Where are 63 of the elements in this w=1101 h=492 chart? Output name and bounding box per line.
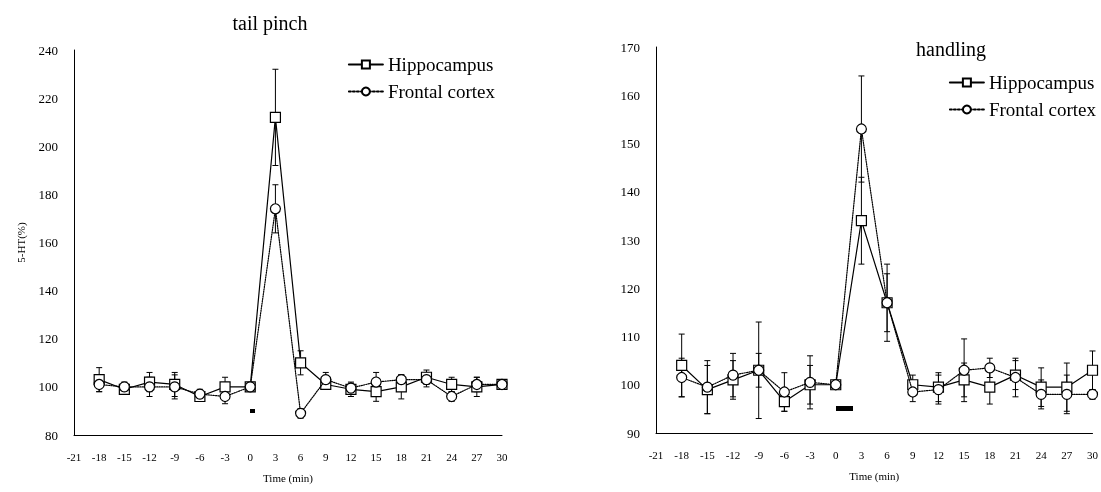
x-tick-label: -18 xyxy=(91,450,107,463)
legend-label: Frontal cortex xyxy=(988,99,1097,120)
y-tick-label: 160 xyxy=(620,87,640,103)
x-tick-label: -12 xyxy=(725,448,741,461)
x-tick-label: -18 xyxy=(674,448,690,461)
x-tick-label: 24 xyxy=(446,450,458,463)
x-tick-label: -6 xyxy=(195,450,205,463)
x-tick-label: 12 xyxy=(345,450,357,463)
y-tick-label: 240 xyxy=(38,42,58,58)
x-tick-label: -15 xyxy=(117,450,133,463)
y-tick-label: 120 xyxy=(38,331,58,347)
x-tick-label: -12 xyxy=(142,450,157,463)
x-tick-label: -15 xyxy=(700,448,716,461)
x-axis-title: Time (min) xyxy=(262,471,314,485)
x-tick-label: -9 xyxy=(754,448,764,461)
y-tick-label: 110 xyxy=(620,329,640,344)
legend-label: Hippocampus xyxy=(387,54,494,75)
x-tick-label: 0 xyxy=(832,448,839,461)
x-tick-label: 12 xyxy=(932,448,944,461)
chart-title: handling xyxy=(916,38,986,61)
y-tick-label: 140 xyxy=(620,184,640,200)
chart-title: tail pinch xyxy=(232,12,308,35)
x-tick-label: 6 xyxy=(297,450,304,463)
x-tick-label: 24 xyxy=(1035,448,1048,461)
y-tick-label: 180 xyxy=(38,186,58,202)
x-tick-label: 27 xyxy=(1061,448,1073,461)
y-axis-title: 5-HT(%) xyxy=(14,222,28,263)
x-tick-label: -21 xyxy=(66,450,82,463)
x-axis-title: Time (min) xyxy=(849,469,900,483)
x-tick-label: 18 xyxy=(984,448,996,461)
x-tick-label: 3 xyxy=(858,448,865,461)
y-tick-label: 100 xyxy=(620,377,640,393)
x-tick-label: 21 xyxy=(420,450,432,463)
y-tick-label: 200 xyxy=(38,138,58,154)
x-tick-label: -3 xyxy=(220,450,231,463)
x-tick-label: 21 xyxy=(1009,448,1021,461)
y-tick-label: 120 xyxy=(620,280,640,296)
x-tick-label: -6 xyxy=(779,448,790,461)
legend-label: Hippocampus xyxy=(988,72,1095,93)
y-tick-label: 220 xyxy=(38,90,58,106)
x-tick-label: -21 xyxy=(648,448,664,461)
x-tick-label: -3 xyxy=(805,448,816,461)
x-tick-label: 15 xyxy=(370,450,383,463)
x-tick-label: 18 xyxy=(395,450,408,463)
y-tick-label: 160 xyxy=(38,235,58,250)
y-tick-label: 90 xyxy=(627,425,640,441)
x-tick-label: 9 xyxy=(910,448,917,461)
x-tick-label: 27 xyxy=(471,450,483,463)
x-tick-label: 9 xyxy=(323,450,330,463)
y-tick-label: 150 xyxy=(620,136,640,151)
x-tick-label: 30 xyxy=(496,450,508,463)
y-tick-label: 170 xyxy=(620,39,640,55)
y-tick-label: 100 xyxy=(38,379,58,395)
x-tick-label: 6 xyxy=(884,448,891,461)
y-tick-label: 140 xyxy=(38,283,58,299)
y-tick-label: 80 xyxy=(45,427,58,443)
x-tick-label: 30 xyxy=(1087,448,1099,461)
x-tick-label: 3 xyxy=(272,450,279,463)
x-tick-label: -9 xyxy=(170,450,180,463)
y-tick-label: 130 xyxy=(620,232,640,248)
legend-label: Frontal cortex xyxy=(387,81,496,102)
x-tick-label: 0 xyxy=(247,450,254,463)
x-tick-label: 15 xyxy=(958,448,971,461)
